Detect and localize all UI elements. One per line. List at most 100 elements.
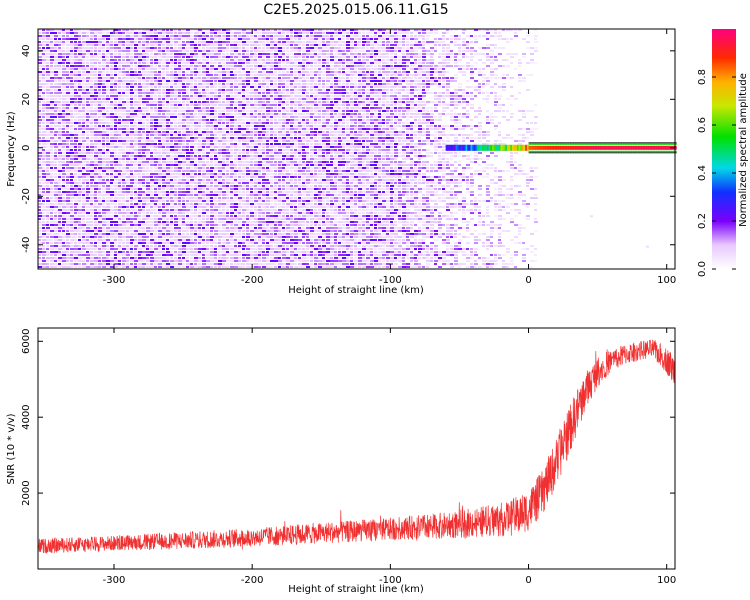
spectrogram-cell <box>70 116 74 118</box>
spectrogram-cell <box>122 221 126 223</box>
spectrogram-cell <box>278 200 282 202</box>
spectrogram-cell <box>166 137 170 139</box>
spectrogram-cell <box>162 104 165 106</box>
spectrogram-cell <box>38 218 41 220</box>
spectrogram-cell <box>158 248 161 250</box>
spectrogram-cell <box>210 161 213 163</box>
spectrogram-cell <box>86 212 90 214</box>
spectrogram-cell <box>74 86 78 88</box>
spectrogram-cell <box>174 131 177 133</box>
spectrogram-cell <box>62 254 66 256</box>
spectrogram-cell <box>126 155 129 157</box>
spectrogram-cell <box>150 113 154 115</box>
spectrogram-cell <box>262 35 265 37</box>
spectrogram-cell <box>66 176 70 178</box>
spectrogram-cell <box>162 158 166 160</box>
spectrogram-cell <box>46 239 50 241</box>
spectrogram-cell <box>58 185 62 187</box>
spectrogram-cell <box>222 29 226 31</box>
spectrogram-cell <box>114 161 118 163</box>
spectrogram-cell <box>110 107 114 109</box>
spectrogram-cell <box>142 158 145 160</box>
spectrogram-cell <box>234 218 238 220</box>
spectrogram-cell <box>250 203 254 205</box>
spectrogram-cell <box>102 194 106 196</box>
spectrogram-cell <box>246 239 249 241</box>
spectrogram-cell <box>194 86 197 88</box>
spectrogram-cell <box>222 188 226 190</box>
spectrogram-cell <box>214 251 217 253</box>
spectrogram-cell <box>146 101 149 103</box>
spectrogram-cell <box>122 182 126 184</box>
spectrogram-cell <box>62 233 65 235</box>
spectrogram-cell <box>170 167 173 169</box>
spectrogram-cell <box>214 239 217 241</box>
spectrogram-cell <box>238 251 241 253</box>
spectrogram-cell <box>66 38 70 40</box>
spectrogram-cell <box>258 125 262 127</box>
spectrogram-cell <box>54 65 58 67</box>
spectrogram-cell <box>98 98 101 100</box>
spectrogram-cell <box>258 152 262 154</box>
spectrogram-cell <box>230 263 233 265</box>
spectrogram-cell <box>54 179 57 181</box>
spectrogram-cell <box>266 104 270 106</box>
spectrogram-cell <box>194 251 198 253</box>
spectrogram-cell <box>182 92 186 94</box>
spectrogram-cell <box>126 101 130 103</box>
spectrogram-cell <box>110 242 114 244</box>
spectrogram-cell <box>150 191 153 193</box>
spectrogram-cell <box>242 131 246 133</box>
spectrogram-cell <box>66 47 69 49</box>
spectrogram-cell <box>162 188 165 190</box>
spectrogram-cell <box>142 53 146 55</box>
spectrogram-cell <box>130 104 133 106</box>
spectrogram-cell <box>158 92 161 94</box>
spectrogram-cell <box>258 182 261 184</box>
spectrogram-cell <box>50 32 54 34</box>
spectrogram-cell <box>102 95 105 97</box>
spectrogram-cell <box>138 143 142 145</box>
spectrogram-cell <box>138 164 141 166</box>
spectrogram-cell <box>94 122 98 124</box>
spectrogram-cell <box>146 179 149 181</box>
spectrogram-cell <box>82 146 85 148</box>
spectrogram-cell <box>42 125 45 127</box>
spectrogram-cell <box>226 41 230 43</box>
spectrogram-cell <box>38 80 41 82</box>
spectrogram-cell <box>74 107 78 109</box>
spectrogram-cell <box>222 98 225 100</box>
spectrogram-cell <box>86 215 90 217</box>
spectrogram-cell <box>278 71 281 73</box>
spectrogram-cell <box>174 29 177 31</box>
spectrogram-cell <box>230 236 233 238</box>
spectrogram-cell <box>138 167 142 169</box>
spectrogram-cell <box>186 206 190 208</box>
spectrogram-cell <box>154 227 157 229</box>
spectrogram-cell <box>74 119 77 121</box>
spectrogram-cell <box>250 116 254 118</box>
spectrogram-cell <box>182 83 185 85</box>
spectrogram-cell <box>74 77 78 79</box>
spectrogram-cell <box>206 101 209 103</box>
spectrogram-cell <box>174 149 178 151</box>
spectrogram-cell <box>126 77 130 79</box>
spectrogram-cell <box>90 137 94 139</box>
spectrogram-cell <box>102 134 106 136</box>
spectrogram-cell <box>62 158 65 160</box>
spectrogram-cell <box>270 179 273 181</box>
spectrogram-cell <box>286 110 289 112</box>
spectrogram-cell <box>166 266 169 268</box>
spectrogram-cell <box>230 128 233 130</box>
spectrogram-cell <box>194 197 198 199</box>
spectrogram-cell <box>282 107 285 109</box>
spectrogram-cell <box>222 155 226 157</box>
spectrogram-cell <box>158 35 162 37</box>
spectrogram-cell <box>242 50 246 52</box>
spectrogram-cell <box>86 62 89 64</box>
spectrogram-cell <box>202 116 206 118</box>
spectrogram-cell <box>138 194 142 196</box>
spectrogram-cell <box>38 176 41 178</box>
spectrogram-cell <box>150 83 154 85</box>
spectrogram-cell <box>274 185 277 187</box>
